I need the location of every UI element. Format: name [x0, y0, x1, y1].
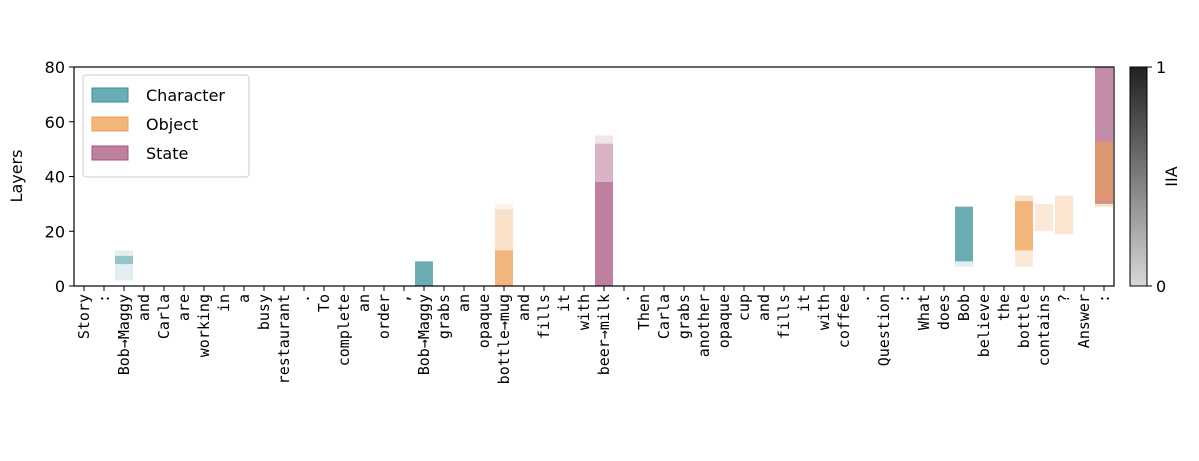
x-tick-label: Answer — [1075, 294, 1093, 348]
layer-cell — [115, 255, 133, 265]
legend-label: State — [146, 144, 188, 163]
layer-cell — [955, 206, 973, 262]
x-tick-label: an — [455, 294, 473, 312]
x-tick-label: opaque — [715, 294, 733, 348]
x-tick-label: : — [95, 294, 113, 303]
x-tick-label: Then — [635, 294, 653, 330]
x-tick-label: bottle — [1015, 294, 1033, 348]
layer-cell — [495, 209, 513, 251]
x-tick-label: cup — [735, 294, 753, 321]
x-tick-label: an — [355, 294, 373, 312]
layer-cell — [115, 250, 133, 281]
x-tick-label: and — [135, 294, 153, 321]
x-tick-label: Bob — [955, 294, 973, 321]
x-tick-label: Carla — [155, 294, 173, 339]
x-tick-label: fills — [535, 294, 553, 339]
x-tick-label: working — [195, 294, 213, 357]
x-tick-label: complete — [335, 294, 353, 366]
layer-cell — [495, 203, 513, 210]
y-tick-label: 60 — [45, 113, 65, 132]
y-tick-label: 40 — [45, 168, 65, 187]
x-tick-label: . — [855, 294, 873, 303]
x-tick-label: grabs — [435, 294, 453, 339]
x-tick-label: beer→milk — [595, 294, 613, 375]
layer-cell — [1035, 203, 1053, 232]
layer-cell — [595, 135, 613, 144]
x-tick-label: What — [915, 294, 933, 330]
x-tick-label: Bob→Maggy — [415, 294, 433, 375]
x-tick-label: restaurant — [275, 294, 293, 384]
x-tick-label: the — [995, 294, 1013, 321]
x-tick-label: in — [215, 294, 233, 312]
y-tick-label: 80 — [45, 58, 65, 77]
x-tick-label: coffee — [835, 294, 853, 348]
x-tick-label: are — [175, 294, 193, 321]
x-tick-label: and — [515, 294, 533, 321]
x-tick-label: Story — [75, 294, 93, 339]
x-tick-label: bottle→mug — [495, 294, 513, 384]
layer-cell — [1095, 201, 1113, 207]
layer-cell — [1015, 201, 1033, 251]
x-tick-label: . — [615, 294, 633, 303]
x-tick-label: it — [795, 294, 813, 312]
x-tick-label: To — [315, 294, 333, 312]
x-tick-label: Carla — [655, 294, 673, 339]
layer-cell — [415, 261, 433, 286]
layer-cell — [955, 261, 973, 267]
legend: Character Object State — [82, 74, 250, 178]
x-tick-label: does — [935, 294, 953, 330]
legend-label: Object — [146, 115, 198, 134]
layer-cell — [1055, 195, 1073, 234]
x-tick-label: it — [555, 294, 573, 312]
x-tick-label: . — [295, 294, 313, 303]
layer-cell — [595, 181, 613, 286]
colorbar-tick-label: 1 — [1156, 58, 1166, 77]
layer-cell — [1095, 140, 1113, 202]
x-tick-label: busy — [255, 294, 273, 330]
x-tick-label: a — [235, 294, 253, 303]
x-tick-label: fills — [775, 294, 793, 339]
x-tick-label: order — [375, 294, 393, 339]
y-tick-label: 0 — [55, 277, 65, 296]
x-tick-label: : — [895, 294, 913, 303]
x-tick-label: Bob→Maggy — [115, 294, 133, 375]
x-tick-label: another — [695, 294, 713, 357]
colorbar-label: IIA — [1162, 166, 1181, 186]
x-tick-label: and — [755, 294, 773, 321]
legend-label: Character — [146, 86, 225, 105]
y-axis-label: Layers — [7, 150, 26, 203]
x-tick-label: believe — [975, 294, 993, 357]
layer-cell — [495, 250, 513, 286]
legend-swatch — [91, 87, 129, 103]
x-tick-label: opaque — [475, 294, 493, 348]
x-tick-label: Question — [875, 294, 893, 366]
x-tick-label: ? — [1055, 294, 1073, 303]
layer-cell — [595, 143, 613, 182]
x-tick-label: , — [395, 294, 413, 303]
x-tick-label: grabs — [675, 294, 693, 339]
colorbar-tick-label: 0 — [1156, 277, 1166, 296]
legend-swatch — [91, 116, 129, 132]
layer-cell — [1015, 195, 1033, 202]
legend-swatch — [91, 145, 129, 161]
x-tick-label: : — [1095, 294, 1113, 303]
y-tick-label: 20 — [45, 222, 65, 241]
colorbar — [1129, 66, 1148, 287]
layer-cell — [1015, 250, 1033, 267]
x-tick-label: contains — [1035, 294, 1053, 366]
plot-frame — [73, 66, 1115, 287]
x-tick-label: with — [815, 294, 833, 330]
x-tick-label: with — [575, 294, 593, 330]
